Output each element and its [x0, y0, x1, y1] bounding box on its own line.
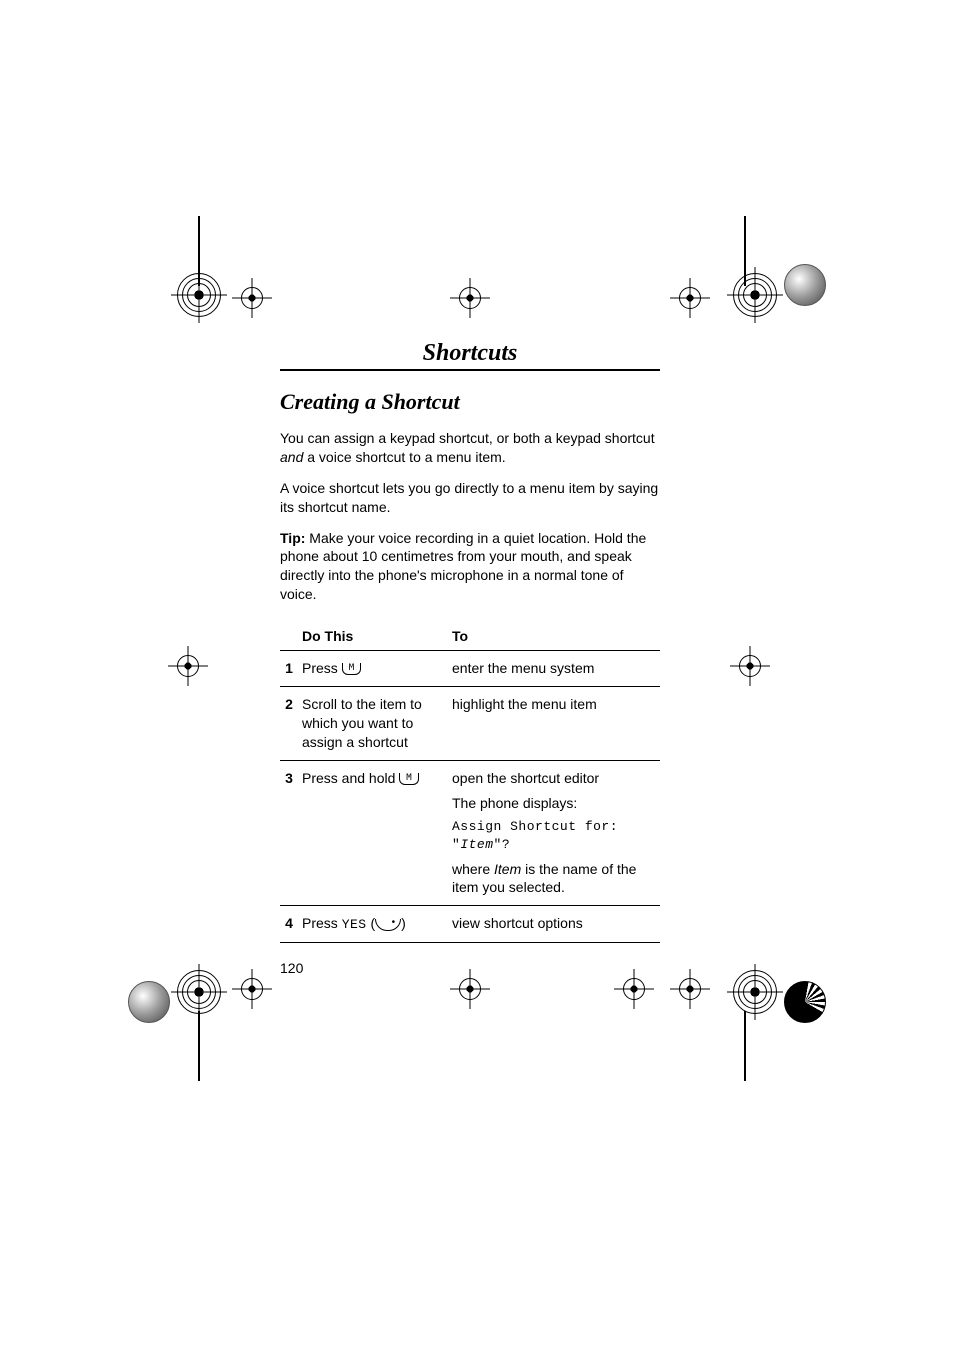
- registration-cross-icon: [232, 969, 272, 1009]
- step-action: Scroll to the item to which you want to …: [302, 687, 452, 761]
- step-action: Press YES (): [302, 906, 452, 943]
- step-action: Press M: [302, 651, 452, 687]
- lcd-text: YES: [342, 917, 367, 932]
- text: a voice shortcut to a menu item.: [303, 449, 505, 465]
- paragraph: A voice shortcut lets you go directly to…: [280, 479, 660, 517]
- registration-target-icon: [176, 969, 222, 1015]
- registration-cross-icon: [168, 646, 208, 686]
- paragraph: You can assign a keypad shortcut, or bot…: [280, 429, 660, 467]
- registration-target-icon: [732, 969, 778, 1015]
- lcd-text: "Item"?: [452, 836, 656, 854]
- chapter-title: Shortcuts: [280, 340, 660, 371]
- corner-ball-icon: [128, 981, 170, 1023]
- registration-cross-icon: [450, 969, 490, 1009]
- corner-ball-icon: [784, 264, 826, 306]
- tip-label: Tip:: [280, 530, 305, 546]
- text: Press: [302, 660, 342, 676]
- table-row: 2 Scroll to the item to which you want t…: [280, 687, 660, 761]
- registration-target-icon: [732, 272, 778, 318]
- text: open the shortcut editor: [452, 769, 656, 788]
- text-italic: and: [280, 449, 303, 465]
- text-italic: Item: [494, 861, 521, 877]
- table-header: To: [452, 622, 660, 651]
- text: where: [452, 861, 494, 877]
- step-result: open the shortcut editor The phone displ…: [452, 760, 660, 906]
- crop-mark: [198, 1011, 200, 1081]
- step-number: 2: [280, 687, 302, 761]
- text: The phone displays:: [452, 794, 656, 813]
- table-header: Do This: [302, 622, 452, 651]
- table-row: 4 Press YES () view shortcut options: [280, 906, 660, 943]
- step-number: 1: [280, 651, 302, 687]
- text-italic: Item: [460, 837, 493, 852]
- paragraph: Tip: Make your voice recording in a quie…: [280, 529, 660, 605]
- text: (: [367, 915, 376, 931]
- soft-key-icon: [375, 919, 401, 931]
- step-action: Press and hold M: [302, 760, 452, 906]
- step-number: 3: [280, 760, 302, 906]
- registration-cross-icon: [450, 278, 490, 318]
- step-result: view shortcut options: [452, 906, 660, 943]
- lcd-text: Assign Shortcut for:: [452, 818, 656, 836]
- crop-mark: [744, 1011, 746, 1081]
- menu-key-icon: M: [342, 663, 361, 675]
- steps-table: Do This To 1 Press M enter the menu syst…: [280, 622, 660, 943]
- registration-cross-icon: [670, 969, 710, 1009]
- registration-cross-icon: [614, 969, 654, 1009]
- text: You can assign a keypad shortcut, or bot…: [280, 430, 655, 446]
- menu-key-icon: M: [399, 773, 418, 785]
- table-row: 3 Press and hold M open the shortcut edi…: [280, 760, 660, 906]
- step-number: 4: [280, 906, 302, 943]
- text: Make your voice recording in a quiet loc…: [280, 530, 646, 603]
- step-result: enter the menu system: [452, 651, 660, 687]
- corner-ball-icon: [784, 981, 826, 1023]
- table-row: 1 Press M enter the menu system: [280, 651, 660, 687]
- step-result: highlight the menu item: [452, 687, 660, 761]
- registration-cross-icon: [730, 646, 770, 686]
- text: where Item is the name of the item you s…: [452, 860, 656, 898]
- registration-target-icon: [176, 272, 222, 318]
- text: Press and hold: [302, 770, 399, 786]
- registration-cross-icon: [670, 278, 710, 318]
- page-number: 120: [280, 960, 303, 976]
- text: "?: [494, 837, 511, 852]
- registration-cross-icon: [232, 278, 272, 318]
- text: Press: [302, 915, 342, 931]
- text: ): [401, 915, 406, 931]
- page-content: Shortcuts Creating a Shortcut You can as…: [280, 340, 660, 943]
- section-title: Creating a Shortcut: [280, 389, 660, 415]
